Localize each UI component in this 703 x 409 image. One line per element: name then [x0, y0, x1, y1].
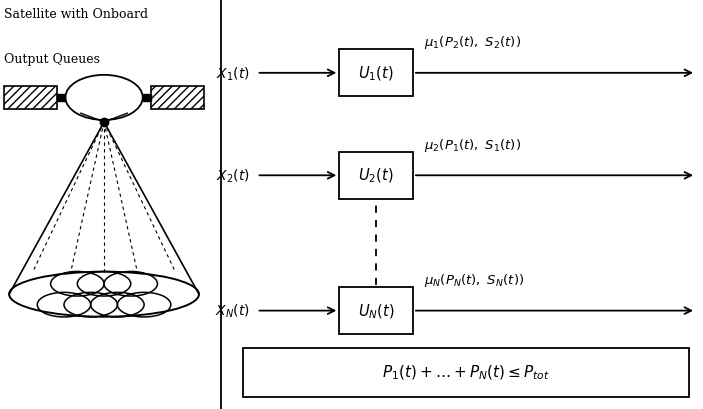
- Text: $U_2(t)$: $U_2(t)$: [359, 167, 394, 185]
- Text: $\mu_N(P_N(t),\ S_N(t))$: $\mu_N(P_N(t),\ S_N(t))$: [423, 272, 524, 288]
- Text: $X_N(t)$: $X_N(t)$: [214, 302, 250, 319]
- Text: $\mu_2(P_1(t),\ S_1(t))$: $\mu_2(P_1(t),\ S_1(t))$: [423, 137, 521, 153]
- FancyBboxPatch shape: [143, 94, 151, 102]
- FancyBboxPatch shape: [340, 50, 413, 97]
- Text: $P_1(t) + \ldots + P_N(t) \leq P_{tot}$: $P_1(t) + \ldots + P_N(t) \leq P_{tot}$: [382, 363, 550, 381]
- FancyBboxPatch shape: [4, 87, 57, 109]
- Text: $X_1(t)$: $X_1(t)$: [216, 65, 250, 82]
- Text: Output Queues: Output Queues: [4, 53, 100, 66]
- Text: $U_N(t)$: $U_N(t)$: [358, 302, 394, 320]
- FancyBboxPatch shape: [243, 348, 689, 397]
- FancyBboxPatch shape: [151, 87, 204, 109]
- Text: $U_1(t)$: $U_1(t)$: [359, 65, 394, 83]
- Text: Satellite with Onboard: Satellite with Onboard: [4, 8, 148, 21]
- FancyBboxPatch shape: [340, 287, 413, 335]
- Text: $X_2(t)$: $X_2(t)$: [216, 167, 250, 184]
- FancyBboxPatch shape: [340, 153, 413, 200]
- FancyBboxPatch shape: [57, 94, 65, 102]
- Text: $\mu_1(P_2(t),\ S_2(t))$: $\mu_1(P_2(t),\ S_2(t))$: [423, 34, 521, 51]
